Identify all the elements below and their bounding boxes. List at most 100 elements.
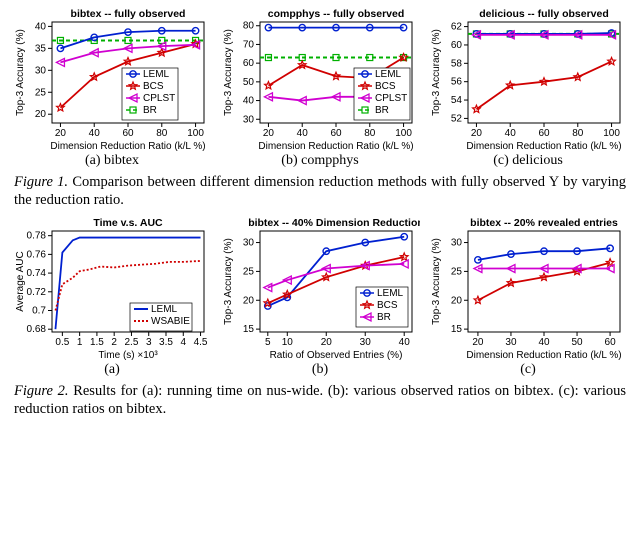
- svg-text:100: 100: [187, 128, 204, 139]
- svg-text:0.72: 0.72: [27, 287, 47, 298]
- svg-text:80: 80: [572, 128, 584, 139]
- svg-text:40: 40: [505, 128, 517, 139]
- figure2-panel-c: bibtex -- 20% revealed entries2030405060…: [428, 215, 628, 378]
- svg-text:BR: BR: [375, 105, 389, 116]
- svg-text:compphys -- fully observed: compphys -- fully observed: [268, 8, 405, 20]
- svg-text:30: 30: [35, 65, 47, 76]
- svg-text:LEML: LEML: [151, 304, 178, 315]
- svg-text:80: 80: [364, 128, 376, 139]
- svg-text:BCS: BCS: [377, 300, 398, 311]
- svg-text:2: 2: [111, 337, 117, 348]
- svg-text:Dimension Reduction Ratio (k/L: Dimension Reduction Ratio (k/L %): [258, 141, 413, 151]
- svg-text:62: 62: [451, 22, 463, 33]
- svg-text:15: 15: [451, 324, 463, 335]
- svg-text:35: 35: [35, 43, 47, 54]
- figure1-panel-c: delicious -- fully observed2040608010052…: [428, 6, 628, 169]
- svg-text:3.5: 3.5: [159, 337, 173, 348]
- figure1-panel-b: compphys -- fully observed20406080100304…: [220, 6, 420, 169]
- figure2-sublabel-c: (c): [520, 362, 536, 378]
- svg-text:0.76: 0.76: [27, 250, 47, 261]
- svg-text:25: 25: [243, 267, 255, 278]
- svg-text:70: 70: [243, 39, 255, 50]
- svg-text:60: 60: [243, 58, 255, 69]
- svg-text:56: 56: [451, 77, 463, 88]
- figure1-caption-prefix: Figure 1.: [14, 174, 68, 190]
- svg-text:20: 20: [263, 128, 275, 139]
- svg-text:BCS: BCS: [143, 81, 164, 92]
- svg-text:30: 30: [243, 114, 255, 125]
- svg-text:WSABIE: WSABIE: [151, 316, 190, 327]
- svg-text:100: 100: [395, 128, 412, 139]
- svg-text:bibtex -- 20% revealed entries: bibtex -- 20% revealed entries: [470, 217, 618, 229]
- svg-text:LEML: LEML: [375, 69, 402, 80]
- svg-text:20: 20: [243, 296, 255, 307]
- figure2-chart-a: Time v.s. AUC0.511.522.533.544.50.680.70…: [12, 215, 212, 360]
- svg-text:CPLST: CPLST: [143, 93, 175, 104]
- svg-text:BR: BR: [143, 105, 157, 116]
- svg-text:20: 20: [451, 296, 463, 307]
- svg-text:80: 80: [156, 128, 168, 139]
- svg-text:40: 40: [89, 128, 101, 139]
- svg-text:CPLST: CPLST: [375, 93, 407, 104]
- figure2-sublabel-a: (a): [104, 362, 120, 378]
- svg-text:5: 5: [265, 337, 271, 348]
- svg-text:20: 20: [471, 128, 483, 139]
- figure1-chart-c: delicious -- fully observed2040608010052…: [428, 6, 628, 151]
- svg-text:Top-3 Accuracy (%): Top-3 Accuracy (%): [223, 29, 234, 116]
- svg-text:30: 30: [243, 238, 255, 249]
- figure1-sublabel-c: (c) delicious: [493, 153, 563, 169]
- svg-text:0.7: 0.7: [32, 306, 46, 317]
- svg-text:LEML: LEML: [143, 69, 170, 80]
- svg-text:Time v.s. AUC: Time v.s. AUC: [93, 217, 163, 229]
- svg-text:3: 3: [146, 337, 152, 348]
- svg-text:1.5: 1.5: [90, 337, 104, 348]
- svg-text:30: 30: [451, 238, 463, 249]
- svg-text:100: 100: [603, 128, 620, 139]
- figure2-chart-c: bibtex -- 20% revealed entries2030405060…: [428, 215, 628, 360]
- svg-text:Time (s) ×10³: Time (s) ×10³: [98, 350, 158, 360]
- svg-text:60: 60: [330, 128, 342, 139]
- figure1-chart-a: bibtex -- fully observed2040608010020253…: [12, 6, 212, 151]
- svg-text:60: 60: [538, 128, 550, 139]
- svg-text:0.68: 0.68: [27, 324, 47, 335]
- figure2-row: Time v.s. AUC0.511.522.533.544.50.680.70…: [10, 215, 630, 378]
- svg-text:25: 25: [451, 267, 463, 278]
- svg-text:4: 4: [180, 337, 186, 348]
- svg-text:4.5: 4.5: [194, 337, 208, 348]
- svg-text:Top-3 Accuracy (%): Top-3 Accuracy (%): [431, 238, 442, 325]
- figure2-caption: Figure 2. Results for (a): running time …: [14, 382, 626, 418]
- svg-text:20: 20: [472, 337, 484, 348]
- svg-text:0.78: 0.78: [27, 231, 47, 242]
- svg-text:54: 54: [451, 95, 463, 106]
- figure2-panel-a: Time v.s. AUC0.511.522.533.544.50.680.70…: [12, 215, 212, 378]
- svg-text:58: 58: [451, 58, 463, 69]
- svg-text:10: 10: [282, 337, 294, 348]
- svg-text:Average AUC: Average AUC: [15, 252, 26, 312]
- svg-text:0.74: 0.74: [27, 268, 47, 279]
- svg-text:40: 40: [399, 337, 411, 348]
- figure2-sublabel-b: (b): [312, 362, 328, 378]
- svg-text:50: 50: [571, 337, 583, 348]
- svg-text:60: 60: [451, 40, 463, 51]
- svg-text:52: 52: [451, 113, 463, 124]
- svg-text:80: 80: [243, 21, 255, 32]
- figure1-row: bibtex -- fully observed2040608010020253…: [10, 6, 630, 169]
- svg-text:Top-3 Accuracy (%): Top-3 Accuracy (%): [431, 29, 442, 116]
- svg-text:LEML: LEML: [377, 288, 404, 299]
- figure2-panel-b: bibtex -- 40% Dimension Reduction 5 10 20 30…: [220, 215, 420, 378]
- svg-text:25: 25: [35, 87, 47, 98]
- figure1-chart-b: compphys -- fully observed20406080100304…: [220, 6, 420, 151]
- figure1-sublabel-b: (b) compphys: [281, 153, 358, 169]
- svg-text:0.5: 0.5: [55, 337, 69, 348]
- svg-text:30: 30: [505, 337, 517, 348]
- figure2-caption-body: Results for (a): running time on nus-wid…: [14, 383, 626, 417]
- svg-text:Dimension Reduction Ratio (k/L: Dimension Reduction Ratio (k/L %): [50, 141, 205, 151]
- svg-text:20: 20: [55, 128, 67, 139]
- svg-text:bibtex -- 40% Dimension Reduct: bibtex -- 40% Dimension Reduction: [248, 217, 420, 229]
- svg-text:Top-3 Accuracy (%): Top-3 Accuracy (%): [15, 29, 26, 116]
- svg-text:BCS: BCS: [375, 81, 396, 92]
- svg-text:40: 40: [297, 128, 309, 139]
- svg-text:60: 60: [122, 128, 134, 139]
- svg-text:30: 30: [360, 337, 372, 348]
- figure1-caption: Figure 1. Comparison between different d…: [14, 173, 626, 209]
